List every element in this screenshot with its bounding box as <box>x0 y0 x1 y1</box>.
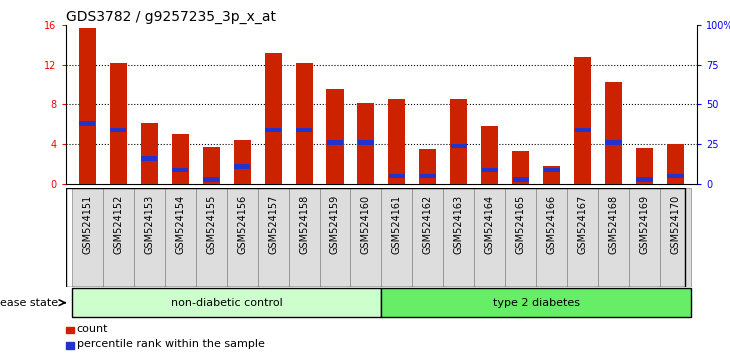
Text: GSM524161: GSM524161 <box>392 195 402 254</box>
Bar <box>574 57 591 184</box>
Bar <box>66 327 74 333</box>
Bar <box>320 188 350 287</box>
Text: GSM524168: GSM524168 <box>609 195 618 254</box>
Bar <box>567 188 598 287</box>
Bar <box>196 188 226 287</box>
Bar <box>350 188 381 287</box>
Bar <box>296 63 312 184</box>
Text: GSM524158: GSM524158 <box>299 195 309 254</box>
Bar <box>358 141 374 145</box>
Text: GSM524162: GSM524162 <box>423 195 433 254</box>
Bar <box>72 188 103 287</box>
Text: GSM524160: GSM524160 <box>361 195 371 254</box>
Bar <box>141 123 158 184</box>
Text: GSM524157: GSM524157 <box>268 195 278 254</box>
Text: GSM524166: GSM524166 <box>547 195 557 254</box>
Text: GSM524163: GSM524163 <box>454 195 464 254</box>
Bar <box>667 174 683 178</box>
Bar <box>110 63 127 184</box>
Text: GSM524167: GSM524167 <box>577 195 588 254</box>
Text: GSM524164: GSM524164 <box>485 195 495 254</box>
Bar <box>660 188 691 287</box>
Text: disease state: disease state <box>0 298 58 308</box>
Bar <box>203 147 220 184</box>
Bar <box>134 188 165 287</box>
Text: type 2 diabetes: type 2 diabetes <box>493 298 580 308</box>
Bar <box>637 177 653 182</box>
Bar <box>381 288 691 317</box>
Text: count: count <box>77 324 108 333</box>
Bar <box>327 141 343 145</box>
Bar <box>450 99 467 184</box>
Bar <box>544 167 560 172</box>
Bar <box>381 188 412 287</box>
Bar <box>226 188 258 287</box>
Bar <box>296 128 312 132</box>
Bar <box>481 126 499 184</box>
Bar <box>234 164 250 169</box>
Bar <box>543 166 560 184</box>
Bar <box>326 90 344 184</box>
Bar <box>172 134 189 184</box>
Bar <box>258 188 288 287</box>
Bar <box>512 151 529 184</box>
Text: GSM524155: GSM524155 <box>206 195 216 254</box>
Text: GSM524151: GSM524151 <box>82 195 93 254</box>
Bar <box>79 28 96 184</box>
Text: GSM524153: GSM524153 <box>145 195 154 254</box>
Text: GSM524152: GSM524152 <box>113 195 123 254</box>
Bar <box>605 141 622 145</box>
Bar <box>575 128 591 132</box>
Text: GSM524159: GSM524159 <box>330 195 340 254</box>
Bar <box>443 188 475 287</box>
Bar <box>450 144 467 148</box>
Text: percentile rank within the sample: percentile rank within the sample <box>77 339 264 349</box>
Bar <box>605 81 622 184</box>
Bar <box>203 177 219 182</box>
Bar <box>66 342 74 349</box>
Text: GSM524165: GSM524165 <box>515 195 526 254</box>
Bar <box>265 128 281 132</box>
Text: GSM524170: GSM524170 <box>670 195 680 254</box>
Bar <box>505 188 537 287</box>
Bar <box>110 128 126 132</box>
Bar <box>419 149 437 184</box>
Text: GSM524169: GSM524169 <box>639 195 650 254</box>
Bar <box>629 188 660 287</box>
Text: GSM524156: GSM524156 <box>237 195 247 254</box>
Bar <box>165 188 196 287</box>
Bar <box>72 288 381 317</box>
Bar <box>420 174 436 178</box>
Bar <box>358 103 374 184</box>
Bar <box>537 188 567 287</box>
Bar <box>512 177 529 182</box>
Bar <box>234 140 250 184</box>
Bar <box>80 121 96 126</box>
Bar <box>389 174 405 178</box>
Bar <box>667 144 684 184</box>
Bar <box>636 148 653 184</box>
Bar <box>172 167 188 172</box>
Text: GSM524154: GSM524154 <box>175 195 185 254</box>
Bar <box>388 99 405 184</box>
Bar <box>288 188 320 287</box>
Bar <box>482 167 498 172</box>
Text: non-diabetic control: non-diabetic control <box>171 298 283 308</box>
Bar <box>474 188 505 287</box>
Bar <box>412 188 443 287</box>
Bar <box>103 188 134 287</box>
Bar <box>598 188 629 287</box>
Text: GDS3782 / g9257235_3p_x_at: GDS3782 / g9257235_3p_x_at <box>66 10 276 24</box>
Bar <box>141 156 158 161</box>
Bar <box>264 53 282 184</box>
